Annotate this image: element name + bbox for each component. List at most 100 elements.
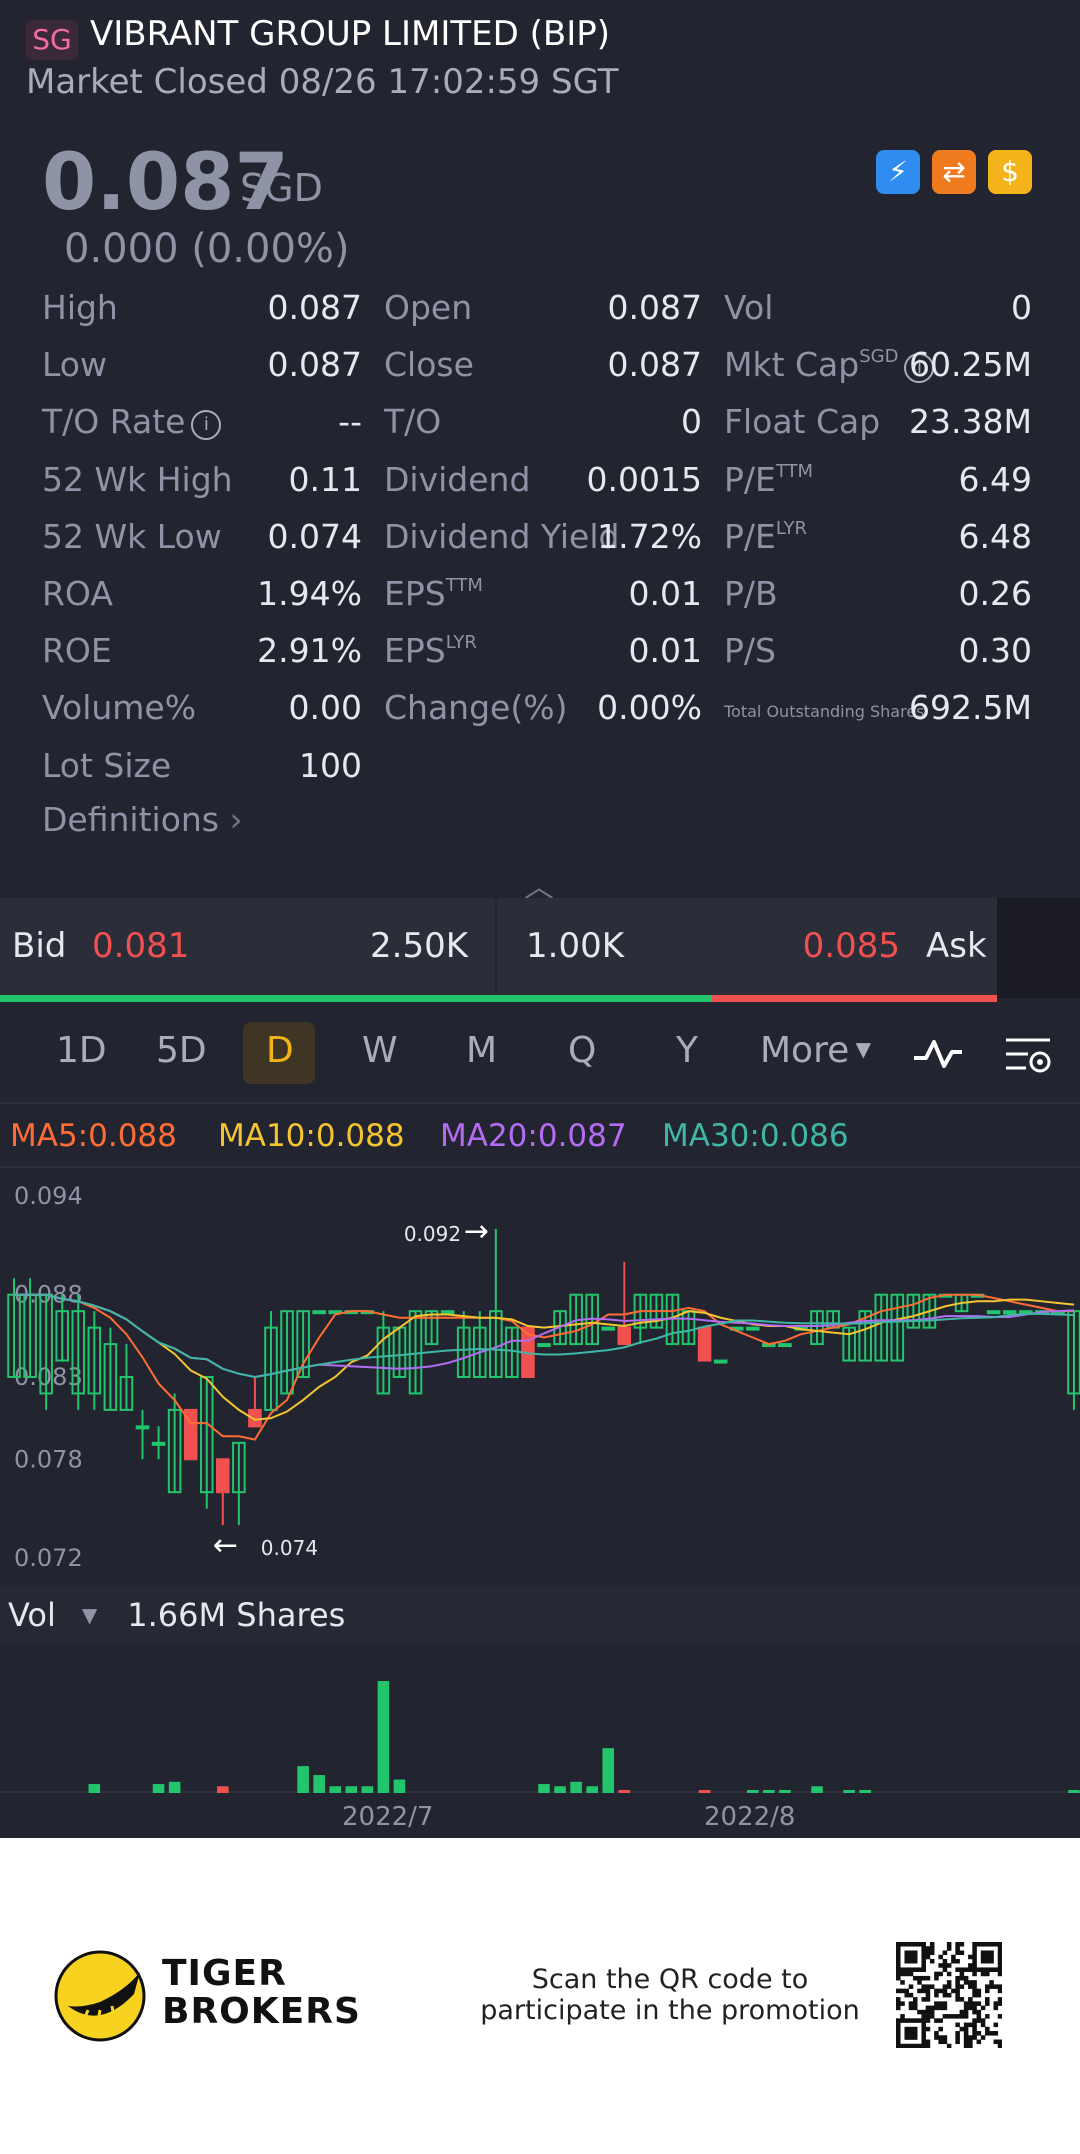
volume-bar xyxy=(217,1786,229,1793)
qr-module xyxy=(989,1958,994,1964)
qr-module xyxy=(997,1958,1002,1964)
qr-module xyxy=(912,1954,918,1960)
qr-module xyxy=(938,1954,943,1960)
qr-module xyxy=(942,2035,948,2040)
dollar-icon[interactable]: $ xyxy=(988,150,1032,194)
qr-code[interactable] xyxy=(896,1942,1002,2048)
qr-module xyxy=(968,2001,973,2006)
chart-type-icon[interactable] xyxy=(912,1036,964,1072)
qr-module xyxy=(968,2043,973,2048)
qr-module xyxy=(959,1971,965,1977)
volume-bar xyxy=(618,1790,631,1793)
qr-module xyxy=(980,2018,986,2023)
stat-label: Lot Size xyxy=(42,746,171,785)
qr-module xyxy=(942,2039,948,2045)
candle-body xyxy=(232,1441,246,1494)
qr-module xyxy=(900,1988,905,1994)
stat-label-text: Total Outstanding Shares xyxy=(724,702,925,722)
volume-chart[interactable] xyxy=(0,1643,1080,1793)
qr-module xyxy=(985,1997,990,2002)
stat-label-text: Change(%) xyxy=(384,688,568,728)
tab-period-1d[interactable]: 1D xyxy=(56,1030,107,1071)
candle-body xyxy=(199,1376,214,1494)
qr-module xyxy=(925,2039,931,2045)
qr-module xyxy=(993,2039,999,2045)
candle-body xyxy=(71,1310,86,1395)
volume-title[interactable]: Vol ▼ 1.66M Shares xyxy=(8,1596,345,1634)
qr-module xyxy=(951,1954,956,1960)
indicator-settings-icon[interactable] xyxy=(1004,1034,1054,1076)
stat-value: 0.30 xyxy=(958,631,1032,671)
qr-module xyxy=(904,1950,910,1956)
volume-bar xyxy=(779,1790,791,1793)
qr-module xyxy=(904,2018,910,2023)
qr-module xyxy=(938,1971,943,1977)
qr-module xyxy=(900,1971,905,1977)
qr-module xyxy=(938,2026,943,2032)
qr-module xyxy=(908,1992,914,1998)
qr-module xyxy=(976,2001,982,2006)
qr-module xyxy=(997,1950,1002,1956)
caret-down-icon: ▼ xyxy=(81,1603,98,1627)
candle-body xyxy=(264,1326,278,1411)
qr-module xyxy=(968,2035,973,2040)
qr-module xyxy=(993,1942,999,1947)
qr-module xyxy=(904,1958,910,1964)
qr-module xyxy=(959,1984,965,1989)
qr-module xyxy=(993,2031,999,2036)
candle-body xyxy=(456,1326,471,1379)
tab-period-m[interactable]: M xyxy=(466,1030,498,1071)
qr-module xyxy=(921,2035,926,2040)
qr-module xyxy=(925,1975,931,1981)
tab-period-y[interactable]: Y xyxy=(676,1030,698,1071)
qr-module xyxy=(997,2001,1002,2006)
qr-module xyxy=(912,2018,918,2023)
stat-label: EPSLYR xyxy=(384,631,477,670)
exchange-icon[interactable]: ⇄ xyxy=(932,150,976,194)
volume-value: 1.66M Shares xyxy=(127,1596,346,1634)
candle-body xyxy=(986,1310,1001,1315)
qr-module xyxy=(976,1992,982,1998)
qr-module xyxy=(955,1984,960,1989)
tab-period-q[interactable]: Q xyxy=(568,1030,597,1071)
stat-superscript: TTM xyxy=(775,460,814,482)
qr-module xyxy=(917,1975,922,1981)
qr-module xyxy=(993,2001,999,2006)
volume-bar xyxy=(763,1790,775,1793)
qr-module xyxy=(946,2014,952,2019)
qr-module xyxy=(925,1992,931,1998)
stat-value: 0.087 xyxy=(607,345,702,385)
qr-module xyxy=(917,2018,922,2023)
qr-module xyxy=(938,2035,943,2040)
candle-body xyxy=(778,1343,792,1348)
qr-module xyxy=(972,2009,977,2015)
info-icon[interactable]: i xyxy=(904,353,935,384)
qr-module xyxy=(921,1997,926,2002)
stat-label-text: EPS xyxy=(384,574,446,613)
info-icon[interactable]: i xyxy=(191,410,222,441)
qr-module xyxy=(942,2005,948,2011)
qr-module xyxy=(980,1950,986,1956)
volume-bar xyxy=(168,1781,181,1793)
tab-period-w[interactable]: W xyxy=(362,1030,398,1071)
promo-line-1: Scan the QR code to xyxy=(531,1964,809,1995)
qr-module xyxy=(934,1971,939,1977)
qr-module xyxy=(993,1967,999,1972)
stat-label: Low xyxy=(42,345,107,384)
qr-module xyxy=(904,1992,910,1998)
stat-superscript: SGD xyxy=(859,346,899,368)
qr-module xyxy=(900,1980,905,1985)
stat-label-text: Dividend Yield xyxy=(384,516,620,556)
more-periods-dropdown[interactable]: More ▼ xyxy=(760,1030,871,1071)
definitions-link[interactable]: Definitions › xyxy=(42,800,243,839)
qr-module xyxy=(997,1971,1002,1977)
qr-module xyxy=(896,2026,901,2032)
stat-label-text: Mkt Cap xyxy=(724,345,860,385)
qr-module xyxy=(900,2014,905,2019)
tab-period-5d[interactable]: 5D xyxy=(156,1030,207,1071)
brand-line-2: BROKERS xyxy=(162,1991,361,2032)
qr-module xyxy=(985,1967,990,1972)
tab-period-d[interactable]: D xyxy=(266,1030,294,1071)
lightning-icon[interactable]: ⚡ xyxy=(876,150,920,194)
